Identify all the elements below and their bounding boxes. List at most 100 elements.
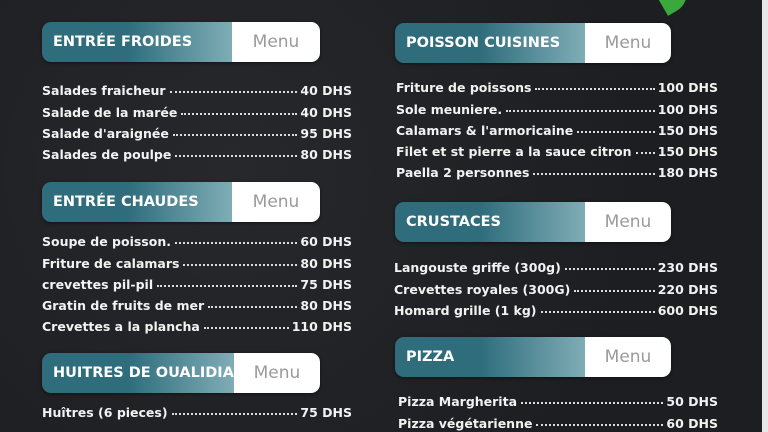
- item-price: 60 DHS: [300, 234, 352, 250]
- section-title: POISSON CUISINES: [395, 23, 585, 63]
- menu-tag: Menu: [585, 337, 671, 377]
- menu-item: Crevettes royales (300G) 220 DHS: [394, 275, 718, 297]
- dot-leader: [533, 173, 655, 176]
- item-name: Gratin de fruits de mer: [42, 298, 205, 314]
- item-name: Friture de calamars: [42, 255, 180, 271]
- dot-leader: [535, 88, 655, 91]
- item-price: 60 DHS: [666, 415, 718, 431]
- item-name: Pizza Margherita: [398, 394, 518, 410]
- section-items-crustaces: Langouste griffe (300g) 230 DHS Crevettes …: [394, 254, 718, 318]
- menu-item: Crevettes a la plancha 110 DHS: [42, 313, 352, 334]
- menu-tag: Menu: [233, 353, 320, 393]
- menu-item: Pizza végétarienne 60 DHS: [398, 409, 718, 431]
- menu-item: Salade de la marée 40 DHS: [42, 98, 352, 120]
- menu-item: Huîtres (6 pieces) 75 DHS: [42, 399, 352, 420]
- dot-leader: [564, 268, 655, 271]
- section-title: CRUSTACES: [395, 202, 585, 242]
- menu-item: Salades fraicheur 40 DHS: [42, 77, 352, 98]
- menu-item: Pizza Margherita 50 DHS: [398, 388, 718, 409]
- item-price: 80 DHS: [300, 147, 352, 163]
- section-header-crustaces: CRUSTACES Menu: [395, 202, 671, 242]
- item-price: 75 DHS: [300, 405, 352, 421]
- item-name: Salade d'araignée: [42, 125, 169, 141]
- dot-leader: [506, 109, 655, 112]
- dot-leader: [183, 263, 298, 266]
- section-title: ENTRÉE FROIDES: [42, 22, 232, 62]
- item-price: 150 DHS: [657, 144, 718, 160]
- item-price: 75 DHS: [300, 276, 352, 292]
- dot-leader: [635, 152, 655, 155]
- item-name: Langouste griffe (300g): [394, 260, 561, 276]
- dot-leader: [171, 413, 298, 416]
- menu-item: Salade d'araignée 95 DHS: [42, 120, 352, 141]
- dot-leader: [157, 284, 298, 287]
- menu-item: Filet et st pierre a la sauce citron 150 …: [396, 138, 718, 159]
- dot-leader: [174, 242, 298, 245]
- menu-item: Paella 2 personnes 180 DHS: [396, 159, 718, 180]
- menu-item: Friture de poissons 100 DHS: [396, 74, 718, 95]
- item-name: Crevettes royales (300G): [394, 281, 571, 297]
- dot-leader: [175, 155, 298, 158]
- page-edge: [762, 0, 768, 432]
- dot-leader: [203, 327, 289, 330]
- menu-tag: Menu: [232, 182, 320, 222]
- item-price: 600 DHS: [657, 302, 718, 318]
- leaf-decoration: [656, 0, 694, 16]
- item-price: 80 DHS: [300, 298, 352, 314]
- item-price: 100 DHS: [657, 80, 718, 96]
- menu-item: Gratin de fruits de mer 80 DHS: [42, 292, 352, 313]
- menu-item: crevettes pil-pil 75 DHS: [42, 271, 352, 292]
- menu-item: Soupe de poisson. 60 DHS: [42, 228, 352, 249]
- item-name: Salade de la marée: [42, 104, 178, 120]
- section-items-huitres-de-oualidia: Huîtres (6 pieces) 75 DHS: [42, 399, 352, 420]
- section-items-entr-e-froides: Salades fraicheur 40 DHS Salade de la maré…: [42, 77, 352, 162]
- dot-leader: [540, 310, 655, 313]
- section-items-poisson-cuisines: Friture de poissons 100 DHS Sole meuniere.…: [396, 74, 718, 180]
- menu-item: Langouste griffe (300g) 230 DHS: [394, 254, 718, 275]
- dot-leader: [536, 423, 664, 426]
- item-price: 50 DHS: [666, 394, 718, 410]
- item-name: Sole meuniere.: [396, 101, 503, 117]
- menu-tag: Menu: [232, 22, 320, 62]
- item-price: 40 DHS: [300, 104, 352, 120]
- item-name: crevettes pil-pil: [42, 276, 154, 292]
- item-name: Huîtres (6 pieces): [42, 405, 168, 421]
- menu-item: Homard grille (1 kg) 600 DHS: [394, 297, 718, 318]
- dot-leader: [577, 130, 655, 133]
- menu-tag: Menu: [585, 202, 671, 242]
- section-header-poisson-cuisines: POISSON CUISINES Menu: [395, 23, 671, 63]
- item-price: 100 DHS: [657, 101, 718, 117]
- dot-leader: [574, 289, 655, 292]
- item-name: Paella 2 personnes: [396, 165, 530, 181]
- item-name: Crevettes a la plancha: [42, 319, 200, 335]
- item-name: Salades fraicheur: [42, 83, 166, 99]
- item-price: 40 DHS: [300, 83, 352, 99]
- item-name: Homard grille (1 kg): [394, 302, 537, 318]
- menu-item: Sole meuniere. 100 DHS: [396, 95, 718, 117]
- section-header-pizza: PIZZA Menu: [395, 337, 671, 377]
- dot-leader: [521, 402, 664, 405]
- dot-leader: [169, 91, 298, 94]
- menu-item: Salades de poulpe 80 DHS: [42, 141, 352, 162]
- section-title: HUITRES DE OUALIDIA: [42, 353, 234, 393]
- menu-item: Friture de calamars 80 DHS: [42, 249, 352, 271]
- section-header-entr-e-froides: ENTRÉE FROIDES Menu: [42, 22, 320, 62]
- item-price: 180 DHS: [657, 165, 718, 181]
- section-title: PIZZA: [395, 337, 585, 377]
- item-price: 230 DHS: [657, 260, 718, 276]
- menu-item: Calamars & l'armoricaine 150 DHS: [396, 117, 718, 138]
- item-price: 110 DHS: [291, 319, 352, 335]
- section-header-entr-e-chaudes: ENTRÉE CHAUDES Menu: [42, 182, 320, 222]
- item-price: 95 DHS: [300, 125, 352, 141]
- item-name: Filet et st pierre a la sauce citron: [396, 144, 632, 160]
- menu-tag: Menu: [585, 23, 671, 63]
- section-header-huitres-de-oualidia: HUITRES DE OUALIDIA Menu: [42, 353, 320, 393]
- section-items-pizza: Pizza Margherita 50 DHS Pizza végétarienne…: [398, 388, 718, 431]
- dot-leader: [181, 112, 298, 115]
- item-name: Salades de poulpe: [42, 147, 172, 163]
- item-name: Soupe de poisson.: [42, 234, 171, 250]
- item-price: 220 DHS: [657, 281, 718, 297]
- item-price: 80 DHS: [300, 255, 352, 271]
- item-name: Calamars & l'armoricaine: [396, 122, 574, 138]
- section-items-entr-e-chaudes: Soupe de poisson. 60 DHS Friture de calama…: [42, 228, 352, 334]
